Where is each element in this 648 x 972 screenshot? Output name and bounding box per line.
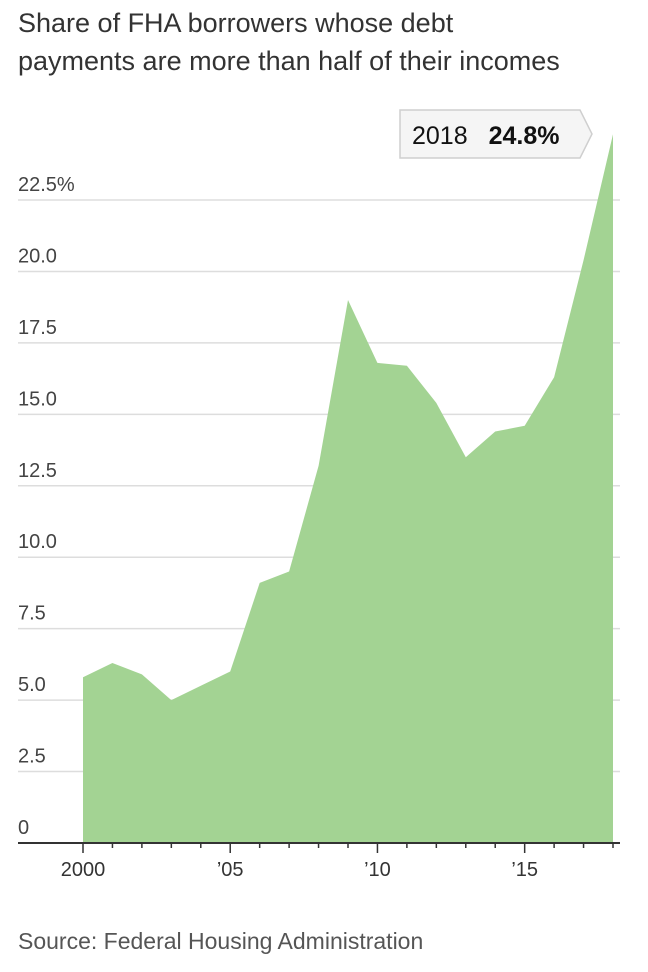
y-axis-labels: 0 2.5 5.0 7.5 10.0 12.5 15.0 17.5 20.0 22.5%: [18, 174, 75, 839]
callout-box: [399, 109, 593, 159]
y-tick-label: 15.0: [18, 388, 57, 410]
chart-title-line-2: payments are more than half of their inc…: [18, 46, 560, 76]
y-tick-label: 7.5: [18, 603, 46, 625]
y-tick-label: 2.5: [18, 746, 46, 768]
chart-title-line-1: Share of FHA borrowers whose debt: [18, 8, 454, 38]
callout-year: 2018: [412, 122, 468, 150]
x-tick-label: ’05: [217, 859, 244, 881]
x-tick-label: ’15: [511, 859, 538, 881]
y-tick-label: 10.0: [18, 531, 57, 553]
y-tick-label: 12.5: [18, 460, 57, 482]
callout-text: 2018 24.8%: [412, 122, 559, 150]
x-axis: 2000 ’05 ’10 ’15: [18, 842, 620, 881]
area-chart: 0 2.5 5.0 7.5 10.0 12.5 15.0 17.5 20.0 22.5% 2000…: [18, 109, 620, 881]
callout-value: 24.8%: [489, 122, 560, 150]
chart-title: Share of FHA borrowers whose debt paymen…: [18, 4, 638, 80]
y-tick-label: 0: [18, 817, 29, 839]
y-tick-label: 22.5%: [18, 174, 75, 196]
y-tick-label: 17.5: [18, 317, 57, 339]
source-note: Source: Federal Housing Administration: [18, 928, 424, 954]
y-tick-label: 5.0: [18, 674, 46, 696]
value-callout: 2018 24.8%: [399, 109, 593, 159]
x-tick-label: ’10: [364, 859, 391, 881]
y-tick-label: 20.0: [18, 245, 57, 267]
x-tick-label: 2000: [61, 859, 106, 881]
data-area: [83, 134, 613, 844]
